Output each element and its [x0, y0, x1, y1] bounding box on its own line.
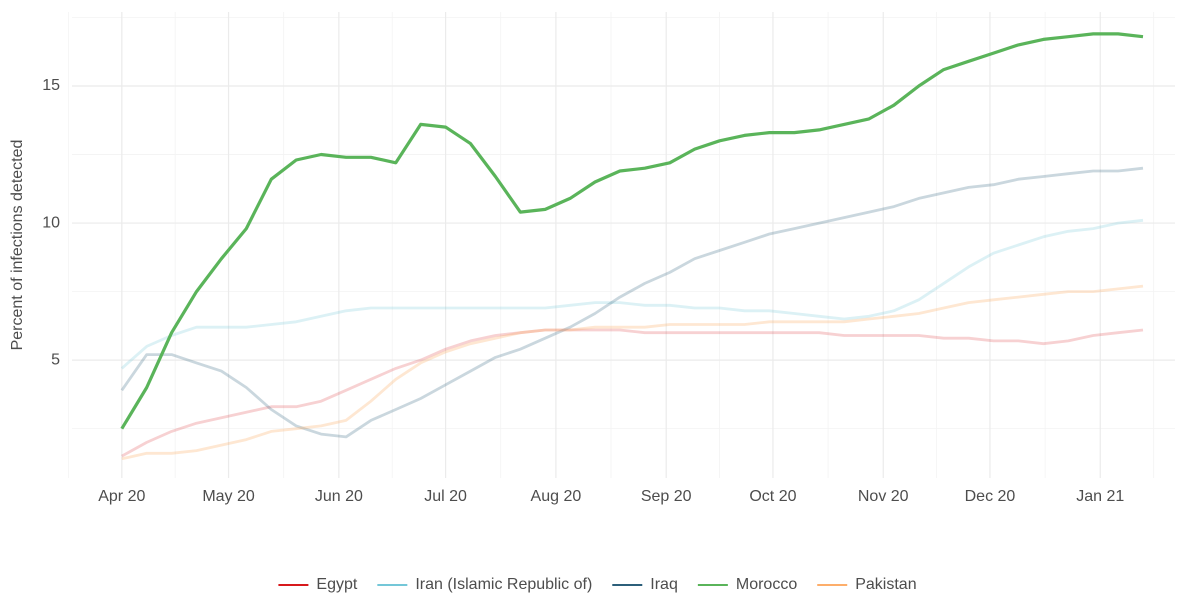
series-line	[121, 328, 1144, 458]
legend-label: Morocco	[736, 576, 797, 593]
legend-label: Pakistan	[855, 576, 916, 593]
x-tick-label: Jul 20	[424, 488, 467, 505]
x-tick-label: Nov 20	[858, 488, 909, 505]
legend-label: Egypt	[316, 576, 357, 593]
series-line	[121, 284, 1144, 461]
series-line	[120, 218, 1144, 370]
x-tick-label: Dec 20	[965, 488, 1016, 505]
y-axis-label: Percent of infections detected	[9, 140, 26, 351]
y-tick-label: 10	[42, 214, 60, 231]
x-tick-label: Apr 20	[98, 488, 145, 505]
y-tick-label: 5	[51, 351, 60, 368]
series-line	[120, 166, 1144, 439]
legend: Egypt Iran (Islamic Republic of) Iraq Moroc…	[278, 576, 917, 593]
x-tick-label: Jun 20	[315, 488, 363, 505]
x-tick-label: May 20	[202, 488, 255, 505]
plot-area	[120, 32, 1144, 461]
x-tick-label: Aug 20	[531, 488, 582, 505]
legend-label: Iran (Islamic Republic of)	[415, 576, 592, 593]
grid	[68, 12, 1175, 478]
y-tick-label: 15	[42, 77, 60, 94]
x-tick-label: Oct 20	[749, 488, 796, 505]
legend-label: Iraq	[650, 576, 678, 593]
x-tick-label: Sep 20	[641, 488, 692, 505]
series-line	[120, 32, 1144, 430]
x-tick-label: Jan 21	[1076, 488, 1124, 505]
